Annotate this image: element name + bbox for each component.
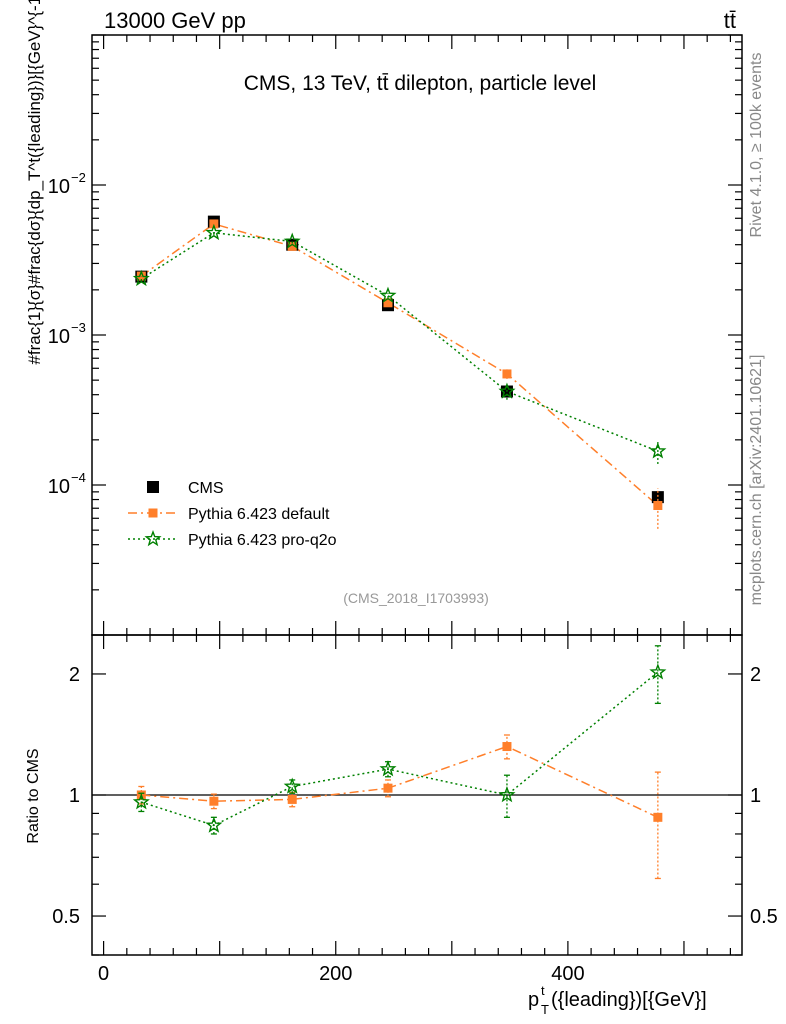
ratio-point-0 — [209, 796, 219, 806]
y-tick-label-ratio: 2 — [69, 664, 80, 686]
main-point-1 — [653, 501, 663, 511]
series-lines — [92, 223, 742, 827]
header-right: tt̄ — [724, 8, 736, 33]
svg-text:T: T — [541, 1002, 549, 1017]
main-series-line-2 — [140, 232, 659, 452]
svg-text:p: p — [528, 989, 539, 1011]
main-ylabel: #frac{1}{σ}#frac{dσ}{dp_T^t({leading})}[… — [25, 0, 44, 365]
y-tick-label-main: 10 — [48, 326, 70, 348]
legend-label-1: Pythia 6.423 default — [188, 506, 330, 523]
y-tick-label-main-exp: −3 — [71, 320, 86, 335]
legend-marker-1 — [148, 508, 158, 518]
main-point-1 — [502, 369, 512, 379]
svg-text:#frac{1}{σ}#frac{dσ}{dp_T^t({l: #frac{1}{σ}#frac{dσ}{dp_T^t({leading})}[… — [25, 0, 44, 365]
ratio-point-1 — [132, 793, 150, 810]
y-tick-label-ratio: 0.5 — [52, 906, 80, 928]
main-title: CMS, 13 TeV, tt̄ dilepton, particle leve… — [244, 72, 597, 95]
main-point-0 — [651, 491, 664, 504]
ratio-point-0 — [502, 742, 512, 752]
ratio-point-0 — [287, 794, 297, 804]
series-points — [132, 215, 667, 880]
analysis-watermark: (CMS_2018_I1703993) — [343, 590, 489, 606]
header-left: 13000 GeV pp — [104, 8, 246, 33]
mcplots-label: mcplots.cern.ch [arXiv:2401.10621] — [748, 355, 765, 606]
legend-marker-0 — [147, 481, 159, 493]
y-tick-label-ratio-right: 1 — [750, 785, 761, 807]
main-point-1 — [136, 271, 146, 281]
y-tick-label-ratio-right: 0.5 — [750, 906, 778, 928]
svg-text:({leading})[{GeV}]: ({leading})[{GeV}] — [551, 989, 707, 1011]
legend-label-0: CMS — [188, 480, 224, 497]
main-point-2 — [649, 442, 667, 459]
y-tick-label-ratio: 1 — [69, 785, 80, 807]
ratio-series-line-0 — [141, 745, 659, 818]
svg-text:t: t — [541, 983, 545, 998]
main-point-1 — [287, 241, 297, 251]
ratio-point-0 — [383, 783, 393, 793]
ratio-point-0 — [653, 812, 663, 822]
y-tick-label-main: 10 — [48, 476, 70, 498]
y-tick-label-main-exp: −4 — [71, 470, 86, 485]
ratio-point-1 — [498, 785, 516, 803]
main-point-2 — [379, 286, 397, 303]
x-tick-label: 400 — [551, 963, 584, 985]
y-tick-label-ratio-right: 2 — [750, 664, 761, 686]
ratio-point-1 — [283, 777, 301, 794]
ratio-point-1 — [649, 663, 667, 680]
legend-label-2: Pythia 6.423 pro-q2o — [188, 532, 337, 549]
y-tick-label-main-exp: −2 — [71, 170, 86, 185]
main-point-1 — [383, 298, 393, 308]
ratio-ylabel: Ratio to CMS — [25, 748, 42, 843]
ratio-series-line-1 — [141, 671, 659, 827]
ratio-point-1 — [205, 816, 223, 833]
main-series-line-1 — [140, 223, 659, 507]
x-tick-label: 200 — [319, 963, 352, 985]
main-point-2 — [205, 223, 223, 241]
legend-marker-2 — [144, 530, 162, 547]
y-tick-label-main: 10 — [48, 176, 70, 198]
x-tick-label: 0 — [98, 963, 109, 985]
main-point-2 — [498, 382, 516, 399]
x-axis-label: p t T ({leading})[{GeV}] — [528, 983, 707, 1017]
rivet-label: Rivet 4.1.0, ≥ 100k events — [748, 53, 765, 238]
legend: CMS Pythia 6.423 default Pythia 6.423 pro-… — [128, 480, 337, 549]
ratio-point-1 — [379, 760, 397, 777]
main-point-2 — [283, 232, 301, 249]
main-point-2 — [132, 269, 150, 287]
